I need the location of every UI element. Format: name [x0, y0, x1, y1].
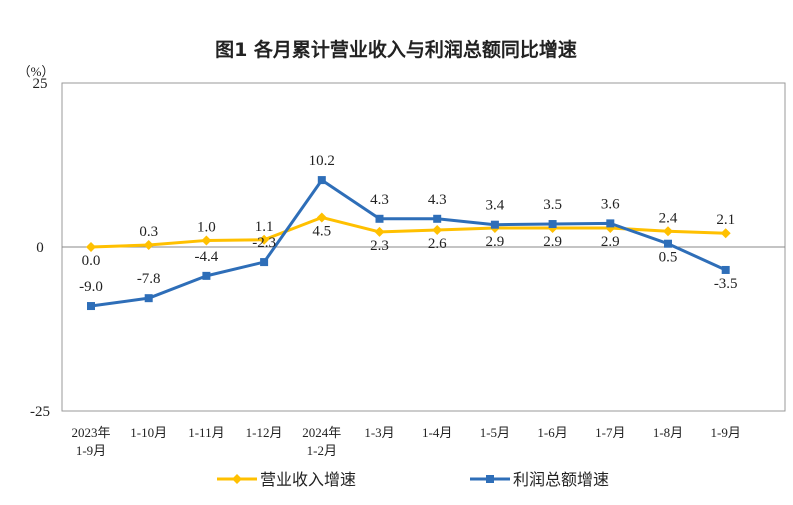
data-point-marker: [721, 265, 730, 274]
data-point-marker: [490, 220, 499, 229]
data-label: 0.3: [139, 224, 158, 240]
data-label: 2.1: [716, 212, 735, 228]
data-point-marker: [143, 240, 154, 251]
x-tick-label: 1-6月: [537, 425, 567, 440]
data-label: 3.5: [543, 197, 562, 213]
data-label: 10.2: [309, 153, 335, 169]
data-label: 2.9: [601, 234, 620, 250]
data-point-marker: [201, 235, 212, 246]
data-point-marker: [86, 242, 96, 252]
data-point-marker: [548, 220, 557, 229]
data-point-marker: [317, 176, 326, 185]
data-label: 1.1: [255, 219, 274, 235]
data-label: -4.4: [195, 249, 219, 265]
data-label: 4.3: [370, 192, 389, 208]
data-label: 1.0: [197, 219, 216, 235]
y-axis-unit: （%）: [18, 64, 55, 79]
data-label: 2.3: [370, 238, 389, 254]
data-point-marker: [316, 212, 327, 223]
data-label: 2.6: [428, 236, 447, 252]
data-label: 3.4: [486, 198, 505, 214]
data-point-marker: [433, 214, 442, 223]
data-label: 4.5: [312, 223, 331, 239]
x-tick-label: 1-5月: [480, 425, 510, 440]
data-label: 2.9: [486, 234, 505, 250]
data-label: 2.4: [659, 210, 678, 226]
y-tick-label: -25: [30, 404, 50, 420]
data-point-marker: [260, 258, 269, 267]
data-label: -3.5: [714, 276, 738, 292]
x-tick-label: 1-2月: [307, 443, 337, 458]
x-tick-label: 1-10月: [130, 425, 167, 440]
x-tick-label: 2024年: [302, 425, 341, 440]
x-tick-label: 1-11月: [188, 425, 224, 440]
chart-title: 图1 各月累计营业收入与利润总额同比增速: [215, 38, 577, 61]
data-point-marker: [720, 228, 731, 239]
x-tick-label: 2023年: [71, 425, 110, 440]
legend-label: 利润总额增速: [513, 471, 609, 489]
data-point-marker: [606, 219, 615, 228]
data-point-marker: [144, 294, 153, 303]
data-point-marker: [432, 224, 443, 235]
data-label: 2.9: [543, 234, 562, 250]
x-tick-label: 1-12月: [246, 425, 283, 440]
x-tick-label: 1-8月: [653, 425, 683, 440]
x-tick-label: 1-3月: [364, 425, 394, 440]
data-label: 4.3: [428, 192, 447, 208]
x-tick-label: 1-9月: [711, 425, 741, 440]
data-point-marker: [87, 302, 95, 311]
data-label: -2.3: [252, 235, 276, 251]
data-point-marker: [259, 234, 270, 245]
series-line-1: [90, 215, 726, 249]
x-tick-label: 1-9月: [76, 443, 106, 458]
legend-marker: [232, 474, 242, 484]
y-tick-label: 25: [33, 76, 48, 92]
data-point-marker: [663, 226, 673, 237]
y-tick-label: 0: [36, 240, 44, 256]
data-label: -7.8: [137, 271, 161, 287]
data-label: 3.6: [601, 196, 620, 212]
legend-label: 营业收入增速: [260, 471, 356, 489]
data-label: -9.0: [79, 279, 103, 295]
legend-marker: [486, 475, 494, 483]
data-point-marker: [375, 214, 384, 223]
data-point-marker: [202, 271, 211, 280]
data-point-marker: [374, 226, 385, 237]
data-label: 0.5: [659, 250, 678, 266]
series-line-2: [90, 178, 727, 308]
data-point-marker: [664, 239, 672, 248]
x-tick-label: 1-4月: [422, 425, 452, 440]
data-label: 0.0: [82, 253, 101, 269]
x-tick-label: 1-7月: [595, 425, 625, 440]
